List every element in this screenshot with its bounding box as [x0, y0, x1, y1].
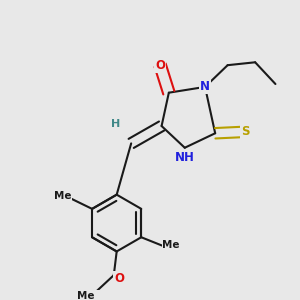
Text: O: O [155, 59, 165, 72]
Text: S: S [241, 125, 250, 138]
Text: Me: Me [76, 291, 94, 300]
Text: Me: Me [53, 190, 71, 200]
Text: Me: Me [162, 240, 180, 250]
Text: H: H [111, 119, 120, 129]
Text: O: O [114, 272, 124, 285]
Text: NH: NH [175, 152, 195, 164]
Text: N: N [200, 80, 210, 93]
